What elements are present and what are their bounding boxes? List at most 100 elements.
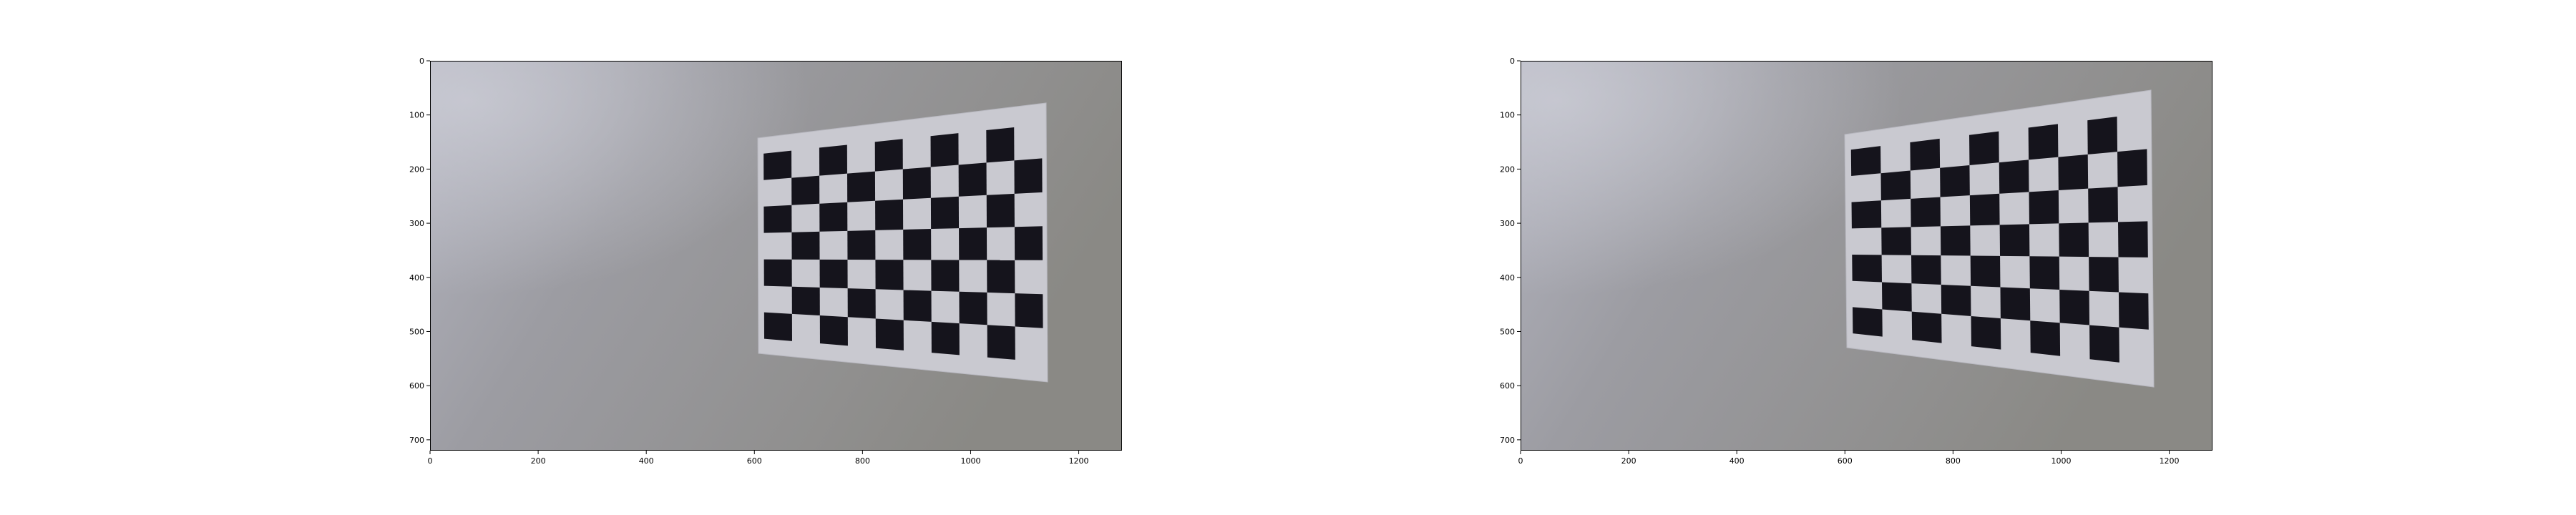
checker-square <box>1940 225 1971 256</box>
y-tick-label: 100 <box>1500 111 1515 120</box>
checker-square <box>763 150 792 180</box>
checkerboard-squares <box>763 127 1043 360</box>
y-tick-label: 300 <box>1500 219 1515 228</box>
checker-square <box>1910 138 1941 171</box>
x-tick-label: 200 <box>531 456 546 466</box>
checker-square <box>1850 146 1881 176</box>
checker-square <box>1911 255 1941 285</box>
checker-square <box>2089 325 2119 363</box>
checker-square <box>819 144 847 176</box>
checker-square <box>959 291 987 325</box>
image-panel-left <box>430 61 1122 451</box>
checker-square <box>1014 158 1043 194</box>
checker-square <box>1880 170 1911 201</box>
checker-square <box>959 227 987 260</box>
checkerboard-photo-right <box>1521 62 2212 450</box>
checker-square <box>2028 124 2059 160</box>
checker-square <box>987 325 1015 360</box>
checker-square <box>1971 315 2001 350</box>
checker-square <box>763 259 792 287</box>
checker-square <box>1911 311 1942 343</box>
checker-square <box>791 175 820 205</box>
checker-square <box>2029 190 2059 225</box>
y-tick-label: 500 <box>409 327 424 336</box>
x-tick-label: 0 <box>1518 456 1523 466</box>
checkerboard-squares <box>1850 117 2149 363</box>
x-tick-label: 1000 <box>2051 456 2071 466</box>
checker-square <box>847 171 876 202</box>
checker-square <box>986 127 1015 163</box>
x-tick-label: 1200 <box>2160 456 2180 466</box>
y-tick-label: 200 <box>409 165 424 174</box>
checker-square <box>819 259 848 289</box>
checker-square <box>874 139 903 172</box>
checker-square <box>2000 287 2031 321</box>
y-tick-label: 0 <box>1510 57 1515 66</box>
checker-square <box>819 202 848 232</box>
checker-square <box>1999 160 2029 194</box>
checker-square <box>847 288 876 319</box>
checker-square <box>987 260 1015 294</box>
checker-square <box>763 312 792 341</box>
checker-square <box>2059 222 2089 258</box>
checker-square <box>930 133 959 167</box>
y-tick-label: 600 <box>409 381 424 391</box>
x-tick-label: 800 <box>1946 456 1961 466</box>
x-tick-label: 800 <box>855 456 870 466</box>
checker-square <box>791 286 820 316</box>
checker-square <box>2089 257 2119 293</box>
y-tick-label: 700 <box>409 436 424 445</box>
y-tick-label: 700 <box>1500 436 1515 445</box>
y-tick-label: 600 <box>1500 381 1515 391</box>
checker-square <box>2030 320 2061 356</box>
checker-square <box>1881 227 1911 255</box>
y-tick-label: 100 <box>409 111 424 120</box>
y-tick-label: 0 <box>419 57 424 66</box>
checker-square <box>2117 149 2147 187</box>
x-tick-label: 1000 <box>960 456 980 466</box>
y-tick-label: 300 <box>409 219 424 228</box>
checker-square <box>958 162 987 197</box>
checker-square <box>1881 282 1912 312</box>
checker-square <box>902 167 931 200</box>
x-tick-label: 400 <box>1729 456 1745 466</box>
x-tick-label: 600 <box>1838 456 1853 466</box>
checker-square <box>2117 221 2148 258</box>
checker-square <box>2058 154 2089 191</box>
checker-square <box>1014 226 1043 260</box>
image-panel-right <box>1521 61 2212 451</box>
x-tick-label: 400 <box>639 456 654 466</box>
y-tick-label: 500 <box>1500 327 1515 336</box>
y-tick-label: 200 <box>1500 165 1515 174</box>
checker-square <box>1970 255 2001 288</box>
checker-square <box>2059 290 2090 325</box>
x-tick-label: 1200 <box>1069 456 1089 466</box>
checker-square <box>1851 200 1882 229</box>
checker-square <box>875 260 904 290</box>
checker-square <box>791 231 820 260</box>
checker-square <box>931 260 960 292</box>
checker-square <box>903 229 932 260</box>
checker-square <box>930 196 960 230</box>
checker-square <box>1015 293 1043 328</box>
checker-square <box>931 321 960 355</box>
checker-square <box>2029 256 2060 290</box>
checker-square <box>819 315 848 346</box>
checker-square <box>763 205 792 233</box>
checker-square <box>1941 284 1971 316</box>
y-tick-label: 400 <box>1500 273 1515 283</box>
checker-square <box>875 199 904 230</box>
checker-square <box>2087 117 2118 154</box>
checker-square <box>847 230 876 260</box>
checker-square <box>1852 307 1883 337</box>
checker-square <box>1969 131 1999 165</box>
checker-square <box>1999 224 2030 257</box>
checker-square <box>903 290 932 322</box>
y-tick-label: 400 <box>409 273 424 283</box>
x-tick-label: 0 <box>428 456 433 466</box>
checker-square <box>2088 187 2118 223</box>
checker-square <box>1940 165 1970 197</box>
checker-square <box>1969 193 2000 226</box>
checkerboard-photo-left <box>431 62 1121 450</box>
checker-square <box>2118 292 2149 330</box>
